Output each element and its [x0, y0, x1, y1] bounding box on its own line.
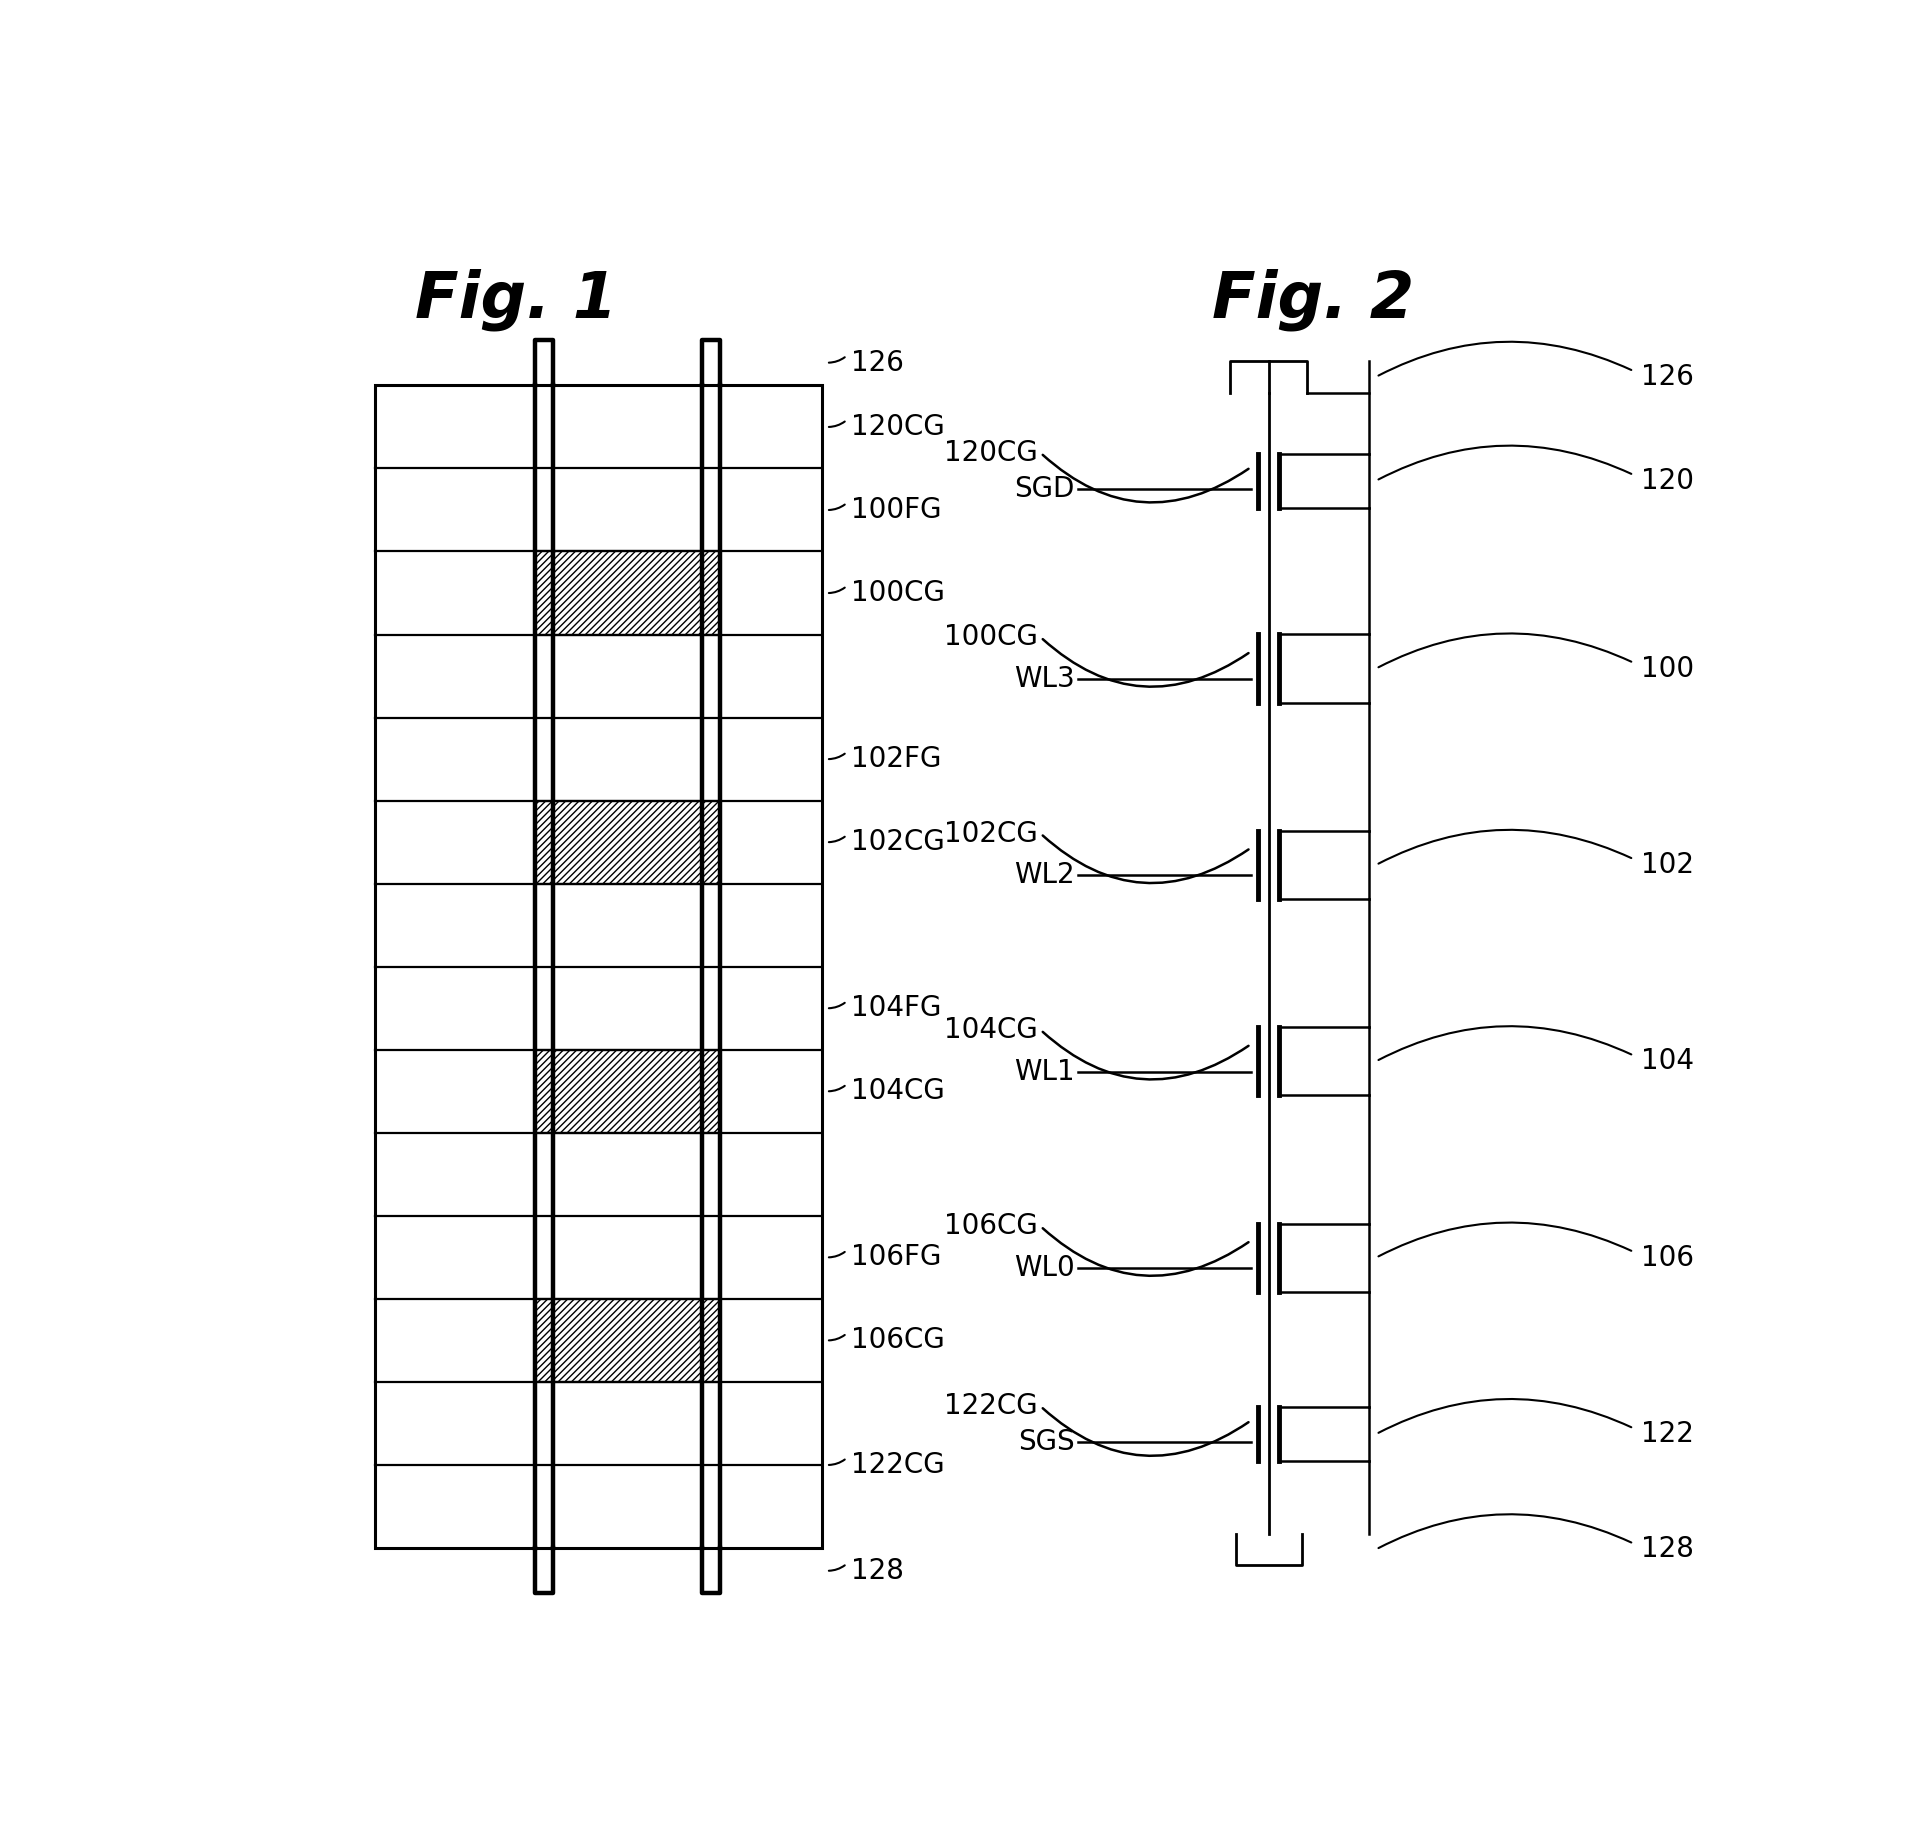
Text: 102: 102	[1642, 850, 1694, 880]
Text: 106CG: 106CG	[852, 1327, 946, 1355]
Text: 128: 128	[852, 1556, 904, 1586]
Bar	[535, 800, 721, 883]
Text: WL0: WL0	[1013, 1255, 1075, 1283]
Text: 104: 104	[1642, 1048, 1694, 1076]
Text: 122CG: 122CG	[944, 1392, 1038, 1421]
Text: SGS: SGS	[1019, 1429, 1075, 1456]
Text: 100: 100	[1642, 654, 1694, 682]
Text: 122CG: 122CG	[852, 1451, 944, 1478]
Text: Fig. 2: Fig. 2	[1211, 268, 1415, 331]
Text: 106CG: 106CG	[944, 1212, 1038, 1240]
Text: 126: 126	[1642, 362, 1694, 392]
Text: 122: 122	[1642, 1419, 1694, 1449]
Text: 120CG: 120CG	[944, 440, 1038, 468]
Text: WL2: WL2	[1013, 861, 1075, 889]
Bar	[375, 386, 821, 1549]
Text: 102CG: 102CG	[852, 828, 946, 856]
Text: Fig. 1: Fig. 1	[415, 268, 617, 331]
Text: SGD: SGD	[1015, 475, 1075, 503]
Text: 120CG: 120CG	[852, 412, 946, 442]
Bar	[535, 1050, 721, 1133]
Text: 106FG: 106FG	[852, 1244, 942, 1271]
Text: 104FG: 104FG	[852, 994, 942, 1022]
Text: 100CG: 100CG	[944, 623, 1038, 650]
Text: 128: 128	[1642, 1536, 1694, 1563]
Text: 102FG: 102FG	[852, 745, 942, 772]
Text: 106: 106	[1642, 1244, 1694, 1271]
Text: 120: 120	[1642, 468, 1694, 495]
Text: WL1: WL1	[1013, 1057, 1075, 1085]
Text: 100FG: 100FG	[852, 495, 942, 525]
Text: 102CG: 102CG	[944, 821, 1038, 848]
Text: 126: 126	[852, 349, 904, 377]
Text: WL3: WL3	[1013, 665, 1075, 693]
Bar	[535, 1299, 721, 1382]
Text: 104CG: 104CG	[852, 1077, 946, 1105]
Text: 100CG: 100CG	[852, 578, 946, 606]
Text: 104CG: 104CG	[944, 1016, 1038, 1044]
Bar	[535, 551, 721, 634]
